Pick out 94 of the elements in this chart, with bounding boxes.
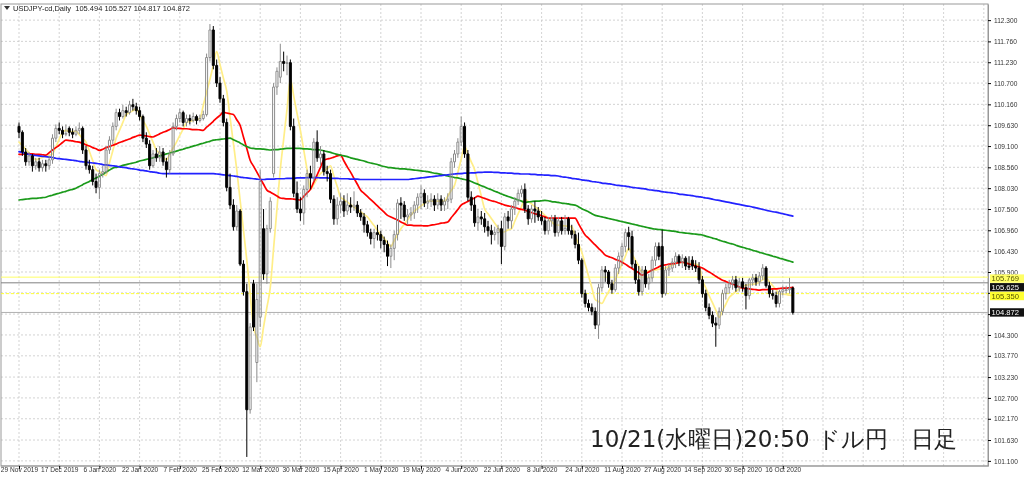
candlestick bbox=[71, 127, 75, 139]
candlestick bbox=[158, 145, 162, 163]
candlestick bbox=[128, 100, 132, 116]
candlestick bbox=[342, 194, 346, 218]
candlestick bbox=[185, 114, 189, 127]
candlestick bbox=[30, 153, 34, 173]
candlestick bbox=[57, 121, 61, 135]
candlestick bbox=[64, 123, 68, 137]
candlestick bbox=[593, 306, 597, 330]
candlestick bbox=[134, 102, 138, 116]
candlestick bbox=[506, 210, 510, 230]
candlestick bbox=[674, 251, 678, 269]
candlestick bbox=[493, 226, 497, 242]
candlestick bbox=[442, 196, 446, 212]
candlestick bbox=[282, 51, 286, 72]
candlestick bbox=[399, 196, 403, 220]
candlestick bbox=[677, 253, 681, 267]
candlestick bbox=[476, 208, 480, 232]
candlestick bbox=[37, 157, 41, 173]
candlestick bbox=[429, 192, 433, 208]
candlestick bbox=[640, 265, 644, 297]
candlestick bbox=[181, 110, 185, 127]
candlestick bbox=[355, 200, 359, 218]
candlestick bbox=[687, 255, 691, 271]
candlestick bbox=[151, 149, 155, 169]
candlestick bbox=[563, 214, 567, 236]
candlestick bbox=[362, 212, 366, 234]
candlestick bbox=[322, 149, 326, 177]
candlestick bbox=[349, 196, 353, 214]
candlestick bbox=[97, 169, 101, 200]
candlestick bbox=[34, 157, 38, 171]
candlestick bbox=[566, 216, 570, 236]
candlestick bbox=[690, 255, 694, 271]
candlestick bbox=[124, 106, 128, 118]
candlestick bbox=[546, 216, 550, 236]
candlestick bbox=[40, 159, 44, 173]
candlestick bbox=[530, 204, 534, 224]
candlestick bbox=[734, 275, 738, 293]
candlestick bbox=[754, 273, 758, 287]
line-series bbox=[18, 50, 794, 348]
candlestick bbox=[777, 289, 781, 308]
candlestick bbox=[285, 55, 289, 76]
candlestick bbox=[77, 121, 81, 135]
candlestick bbox=[439, 194, 443, 212]
candlestick bbox=[432, 194, 436, 212]
candlestick bbox=[248, 322, 252, 415]
candlestick bbox=[402, 200, 406, 222]
candlestick bbox=[198, 114, 202, 123]
candlestick bbox=[195, 114, 199, 125]
candlestick bbox=[319, 145, 323, 167]
candlestick bbox=[386, 240, 390, 267]
candlestick bbox=[436, 192, 440, 210]
candlestick bbox=[684, 255, 688, 271]
candlestick bbox=[312, 137, 316, 182]
candlestick bbox=[660, 229, 664, 299]
candlestick bbox=[774, 291, 778, 308]
candlestick bbox=[496, 224, 500, 245]
candlestick bbox=[252, 279, 256, 332]
candlestick bbox=[791, 286, 795, 316]
candlestick bbox=[556, 216, 560, 238]
candlestick bbox=[235, 204, 239, 232]
candlestick bbox=[27, 151, 31, 167]
candlestick bbox=[503, 212, 507, 251]
candlestick bbox=[335, 196, 339, 226]
candlestick bbox=[121, 104, 125, 120]
candlestick bbox=[499, 220, 503, 265]
candlestick bbox=[680, 253, 684, 269]
candlestick bbox=[188, 114, 192, 125]
candlestick bbox=[352, 190, 356, 212]
candlestick bbox=[643, 265, 647, 289]
candlestick bbox=[61, 125, 65, 139]
candlestick bbox=[483, 212, 487, 234]
candlestick bbox=[422, 188, 426, 208]
candlestick bbox=[372, 228, 376, 249]
candlestick bbox=[419, 184, 423, 210]
candlestick bbox=[406, 208, 410, 226]
candlestick bbox=[118, 108, 122, 121]
candlestick bbox=[345, 192, 349, 216]
candlestick bbox=[262, 208, 266, 281]
candlestick bbox=[560, 216, 564, 236]
candlestick bbox=[489, 224, 493, 245]
candlestick bbox=[131, 98, 135, 112]
candlestick bbox=[44, 159, 48, 173]
candlestick bbox=[533, 200, 537, 224]
candlestick bbox=[553, 214, 557, 238]
candlestick bbox=[315, 129, 319, 163]
candlestick bbox=[308, 165, 312, 190]
candlestick bbox=[154, 147, 158, 163]
line-series bbox=[18, 150, 794, 217]
candlestick bbox=[67, 125, 71, 137]
annotation: 10/21(水曜日)20:50 ドル円 日足 bbox=[590, 426, 957, 452]
candlestick bbox=[426, 194, 430, 210]
candlestick bbox=[74, 125, 78, 137]
line-series bbox=[18, 137, 794, 263]
